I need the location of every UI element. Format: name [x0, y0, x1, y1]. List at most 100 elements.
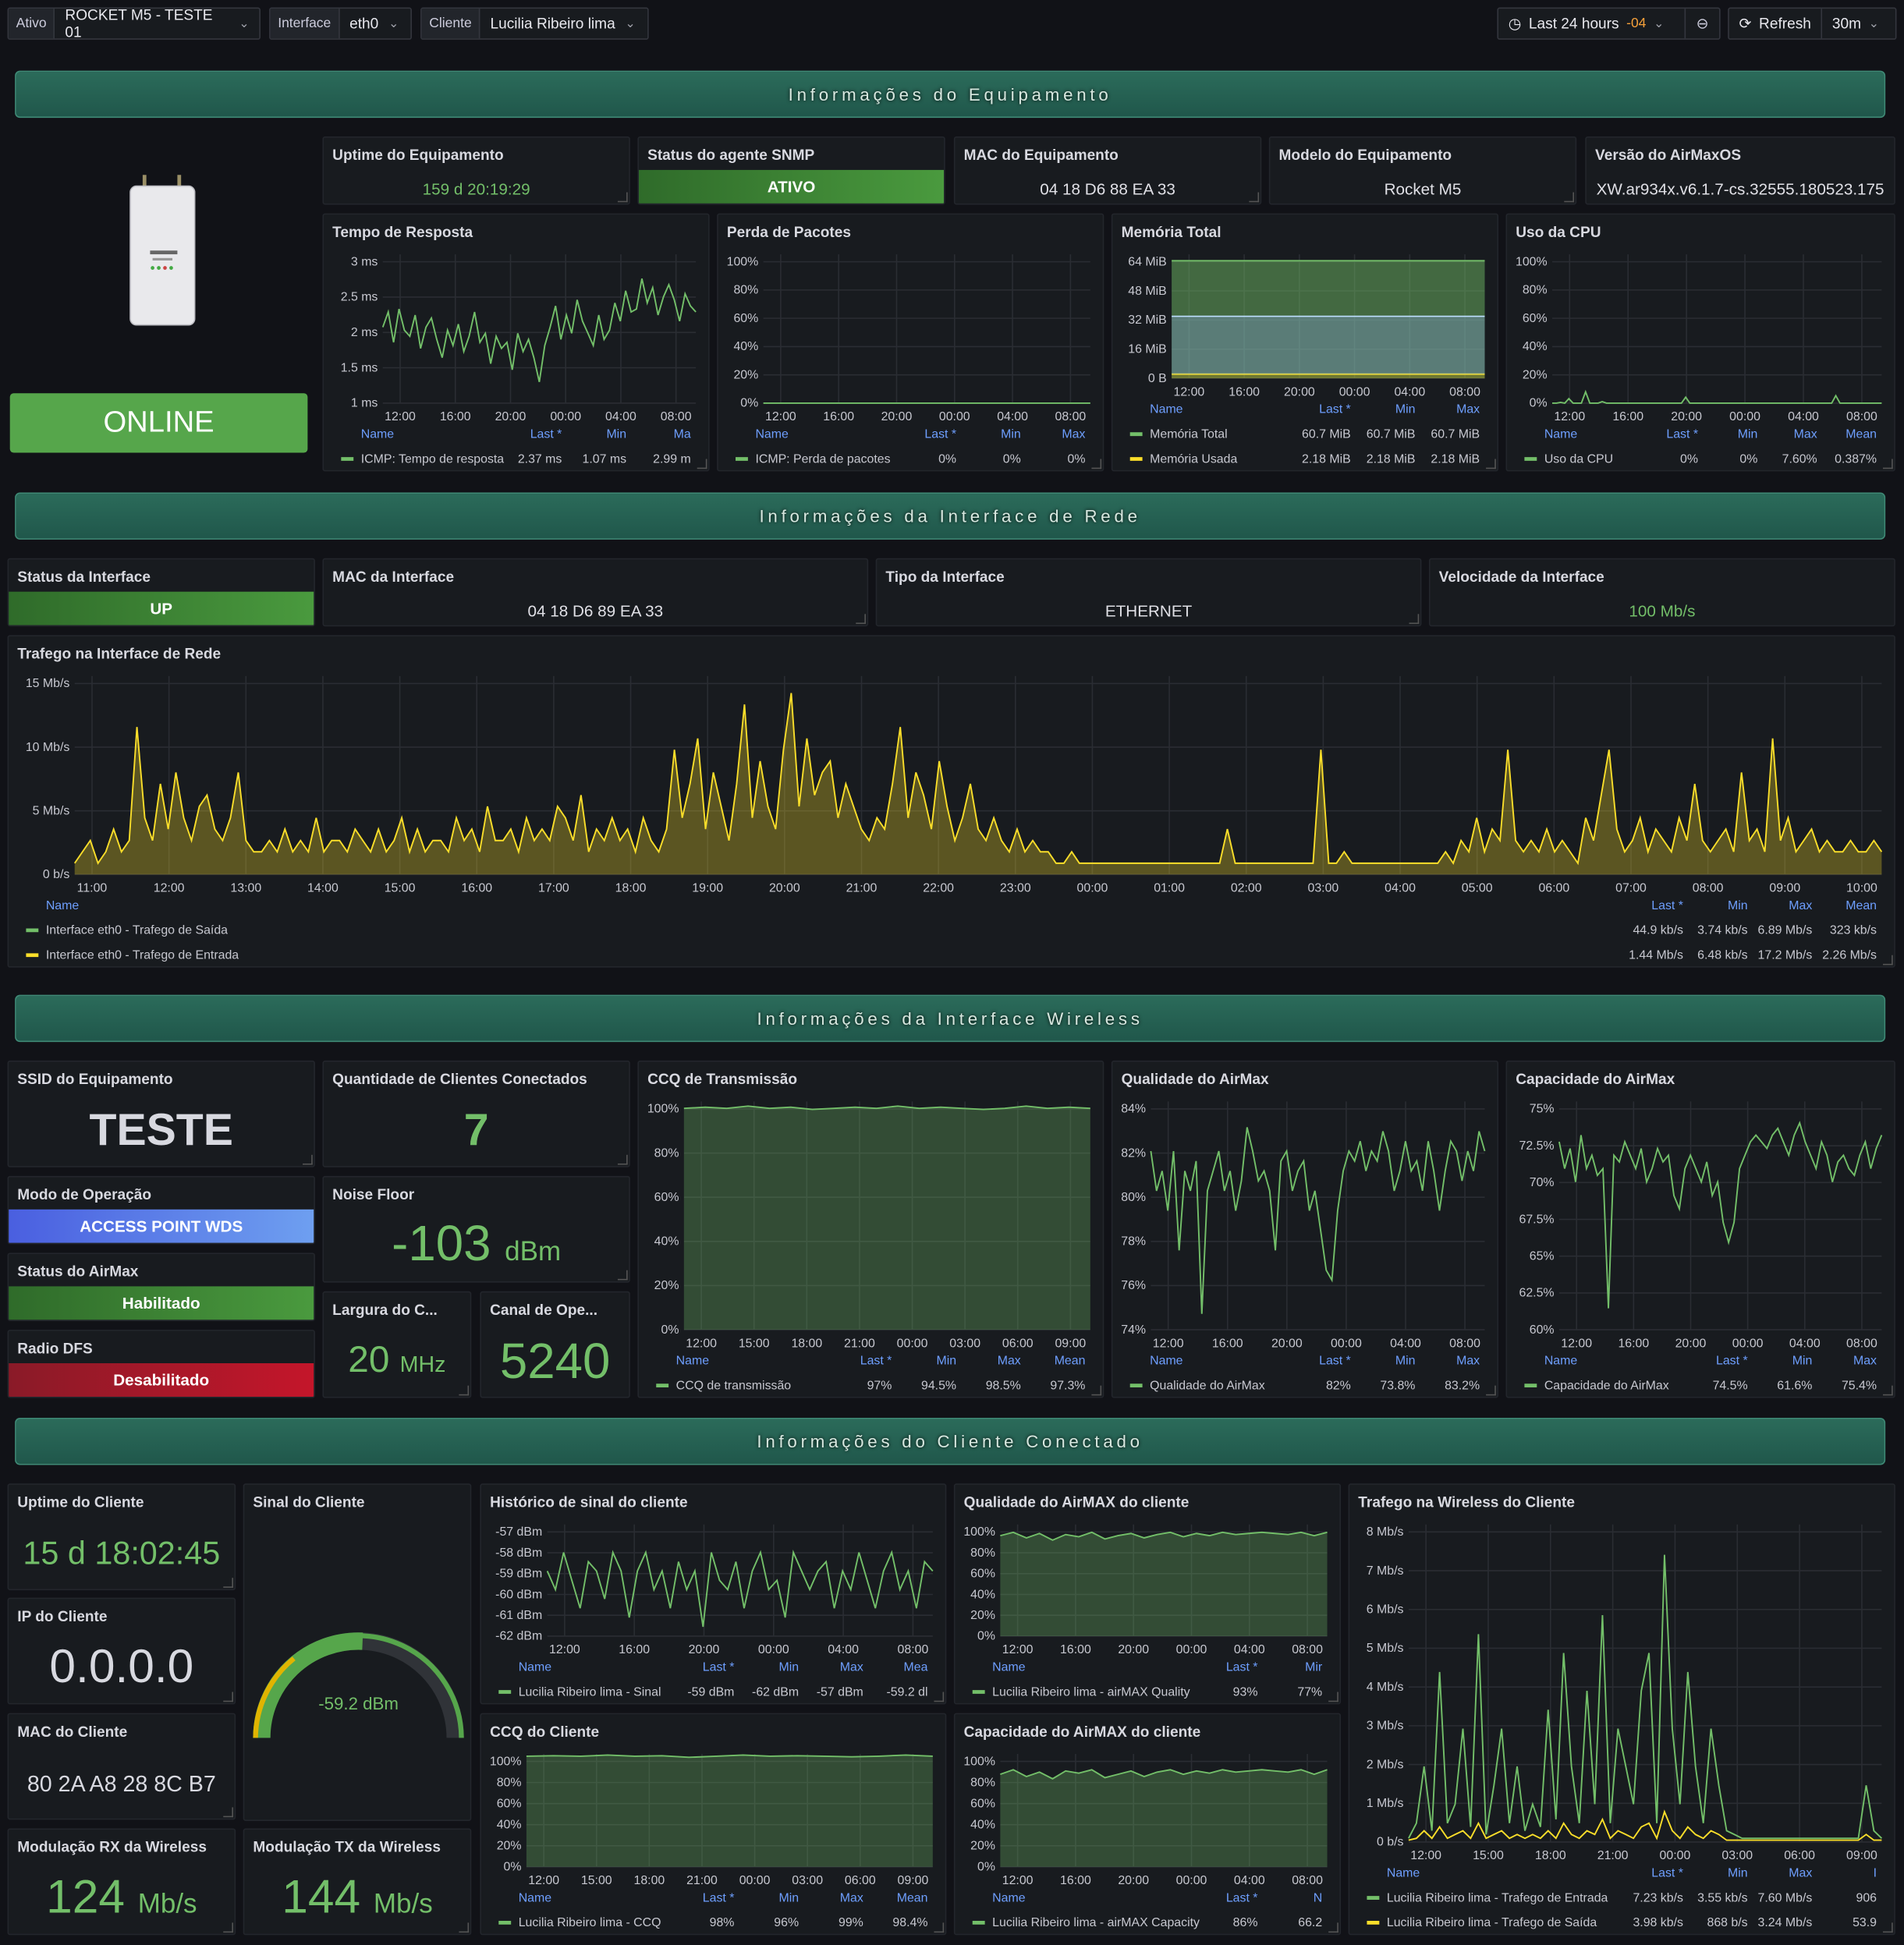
client-signal-history-panel[interactable]: Histórico de sinal do cliente -57 dBm -58 … — [480, 1483, 947, 1705]
legend-header: Min — [936, 1355, 956, 1368]
y-tick-label: 65% — [1530, 1249, 1555, 1263]
x-tick-label: 04:00 — [1234, 1643, 1265, 1656]
x-tick-label: 08:00 — [1693, 882, 1724, 895]
y-tick-label: 2 ms — [351, 326, 378, 339]
operation-mode-panel[interactable]: Modo de Operação ACCESS POINT WDS — [7, 1175, 315, 1245]
channel-width-panel[interactable]: Largura do C... 20 MHz — [322, 1291, 472, 1398]
legend-header: Min — [1738, 427, 1758, 441]
legend-header: Min — [1395, 403, 1416, 416]
x-tick-label: 12:00 — [1174, 385, 1205, 399]
panel-title: Histórico de sinal do cliente — [490, 1493, 688, 1511]
cliente-select[interactable]: Cliente Lucilia Ribeiro lima ⌄ — [420, 7, 649, 40]
network-traffic-panel[interactable]: Trafego na Interface de Rede 15 Mb/s 10 Mb… — [7, 635, 1895, 968]
y-tick-label: 100% — [647, 1103, 679, 1116]
legend-stat: 82% — [1326, 1379, 1351, 1392]
panel-title: MAC do Cliente — [17, 1723, 128, 1741]
interface-speed-value: 100 Mb/s — [1629, 601, 1696, 621]
channel-panel[interactable]: Canal de Ope... 5240 — [480, 1291, 630, 1398]
y-tick-label: 3 Mb/s — [1367, 1720, 1404, 1733]
legend-header: Max — [1794, 427, 1817, 441]
refresh-button[interactable]: ⟳ Refresh — [1729, 15, 1821, 32]
row-client[interactable]: Informações do Cliente Conectado — [15, 1418, 1886, 1465]
interface-type-panel[interactable]: Tipo da Interface ETHERNET — [875, 558, 1422, 627]
x-tick-label: 21:00 — [686, 1874, 718, 1887]
x-tick-label: 12:00 — [549, 1643, 580, 1656]
memory-panel[interactable]: Memória Total 64 MiB 48 MiB 32 MiB 16 MiB 0 B… — [1111, 213, 1498, 472]
snmp-panel[interactable]: Status do agente SNMP ATIVO — [637, 136, 945, 205]
legend-series-name: ICMP: Tempo de resposta — [361, 452, 505, 466]
client-mac-panel[interactable]: MAC do Cliente 80 2A A8 28 8C B7 — [7, 1713, 236, 1820]
client-ip-panel[interactable]: IP do Cliente 0.0.0.0 — [7, 1597, 236, 1705]
response-time-panel[interactable]: Tempo de Resposta 3 ms 2.5 ms 2 ms 1.5 ms 1 m… — [322, 213, 710, 472]
cpu-panel[interactable]: Uso da CPU 100% 80% 60% 40% 20% 0% 12:00 16:00 20… — [1505, 213, 1895, 472]
y-tick-label: 5 Mb/s — [1367, 1642, 1404, 1655]
client-ccq-panel[interactable]: CCQ do Cliente 100% 80% 60% 40% 20% 0% 12:00 15:… — [480, 1713, 947, 1936]
panel-title: Largura do C... — [332, 1301, 438, 1319]
ccq-tx-panel[interactable]: CCQ de Transmissão 100% 80% 60% 40% 20% 0% 12:0… — [637, 1060, 1104, 1398]
os-version-panel[interactable]: Versão do AirMaxOS XW.ar934x.v6.1.7-cs.3… — [1585, 136, 1895, 205]
y-tick-label: 4 Mb/s — [1367, 1681, 1404, 1694]
panel-title: Tipo da Interface — [885, 568, 1005, 586]
airmax-capacity-panel[interactable]: Capacidade do AirMax 75% 72.5% 70% 67.5% 65% 6… — [1505, 1060, 1895, 1398]
chart-svg: 8 Mb/s 7 Mb/s 6 Mb/s 5 Mb/s 4 Mb/s 3 Mb/s 2 Mb… — [1367, 1524, 1883, 1929]
tx-modulation-panel[interactable]: Modulação TX da Wireless 144 Mb/s — [243, 1828, 472, 1936]
x-tick-label: 12:00 — [1153, 1337, 1184, 1350]
legend-stat: 94.5% — [921, 1379, 956, 1392]
channel-width-unit: MHz — [399, 1352, 446, 1377]
legend-stat: 75.4% — [1842, 1379, 1877, 1392]
client-signal-panel[interactable]: Sinal do Cliente -59.2 dBm — [243, 1483, 472, 1821]
client-uptime-panel[interactable]: Uptime do Cliente 15 d 18:02:45 — [7, 1483, 236, 1591]
uptime-panel[interactable]: Uptime do Equipamento 159 d 20:19:29 — [322, 136, 630, 205]
refresh-picker[interactable]: ⟳ Refresh 30m ⌄ — [1728, 7, 1897, 40]
client-airmax-quality-panel[interactable]: Qualidade do AirMAX do cliente 100% 80% 60%… — [953, 1483, 1342, 1705]
radio-dfs-panel[interactable]: Radio DFS Desabilitado — [7, 1330, 315, 1398]
legend-series-name: Uso da CPU — [1544, 452, 1613, 466]
x-tick-label: 14:00 — [307, 882, 339, 895]
row-equipment[interactable]: Informações do Equipamento — [15, 70, 1886, 119]
snmp-status-value: ATIVO — [638, 169, 945, 204]
row-wireless[interactable]: Informações da Interface Wireless — [15, 994, 1886, 1043]
x-tick-label: 00:00 — [1660, 1849, 1691, 1862]
y-tick-label: 40% — [970, 1818, 995, 1831]
ativo-select[interactable]: Ativo ROCKET M5 - TESTE 01 ⌄ — [7, 6, 261, 41]
interface-status-panel[interactable]: Status da Interface UP — [7, 558, 315, 627]
x-tick-label: 03:00 — [1308, 882, 1339, 895]
mac-value: 04 18 D6 88 EA 33 — [1040, 179, 1175, 199]
interface-select[interactable]: Interface eth0 ⌄ — [269, 7, 412, 40]
mac-panel[interactable]: MAC do Equipamento 04 18 D6 88 EA 33 — [953, 136, 1262, 205]
legend-stat: -57 dBm — [817, 1685, 863, 1699]
rx-modulation-panel[interactable]: Modulação RX da Wireless 124 Mb/s — [7, 1828, 236, 1936]
x-tick-label: 00:00 — [1331, 1337, 1362, 1350]
time-range-picker[interactable]: ◷ Last 24 hours -04 ⌄ ⊖ — [1497, 7, 1721, 40]
connected-clients-value: 7 — [463, 1104, 489, 1155]
client-airmax-capacity-panel[interactable]: Capacidade do AirMAX do cliente 100% 80% 60… — [953, 1713, 1342, 1936]
packet-loss-panel[interactable]: Perda de Pacotes 100% 80% 60% 40% 20% 0% 12:00 1… — [717, 213, 1104, 472]
interface-mac-panel[interactable]: MAC da Interface 04 18 D6 89 EA 33 — [322, 558, 869, 627]
legend-header: Name — [992, 1660, 1026, 1674]
x-tick-label: 18:00 — [633, 1874, 665, 1887]
x-tick-label: 08:00 — [1055, 410, 1086, 423]
legend-header: Min — [779, 1660, 800, 1674]
series-area — [1000, 1532, 1328, 1636]
client-wireless-traffic-panel[interactable]: Trafego na Wireless do Cliente 8 Mb/s 7 Mb… — [1348, 1483, 1895, 1936]
equipment-image-panel: ONLINE — [8, 136, 315, 474]
x-tick-label: 00:00 — [897, 1337, 928, 1350]
x-tick-label: 20:00 — [1118, 1643, 1149, 1656]
model-panel[interactable]: Modelo do Equipamento Rocket M5 — [1268, 136, 1577, 205]
y-tick-label: 60% — [1523, 312, 1548, 325]
interface-speed-panel[interactable]: Velocidade da Interface 100 Mb/s — [1428, 558, 1895, 627]
airmax-quality-panel[interactable]: Qualidade do AirMax 84% 82% 80% 78% 76% 74% 12:… — [1111, 1060, 1498, 1398]
row-network[interactable]: Informações da Interface de Rede — [15, 492, 1886, 540]
ssid-panel[interactable]: SSID do Equipamento TESTE — [7, 1060, 315, 1167]
x-tick-label: 07:00 — [1615, 882, 1647, 895]
x-tick-label: 04:00 — [1234, 1874, 1265, 1887]
connected-clients-panel[interactable]: Quantidade de Clientes Conectados 7 — [322, 1060, 630, 1167]
zoom-out-icon[interactable]: ⊖ — [1684, 9, 1720, 39]
refresh-interval-select[interactable]: 30m ⌄ — [1821, 9, 1889, 39]
x-tick-label: 16:00 — [461, 882, 492, 895]
airmax-status-panel[interactable]: Status do AirMax Habilitado — [7, 1252, 315, 1321]
x-tick-label: 16:00 — [1618, 1337, 1649, 1350]
x-tick-label: 12:00 — [686, 1337, 717, 1350]
y-tick-label: 74% — [1121, 1323, 1146, 1337]
noise-floor-panel[interactable]: Noise Floor -103 dBm — [322, 1175, 630, 1283]
